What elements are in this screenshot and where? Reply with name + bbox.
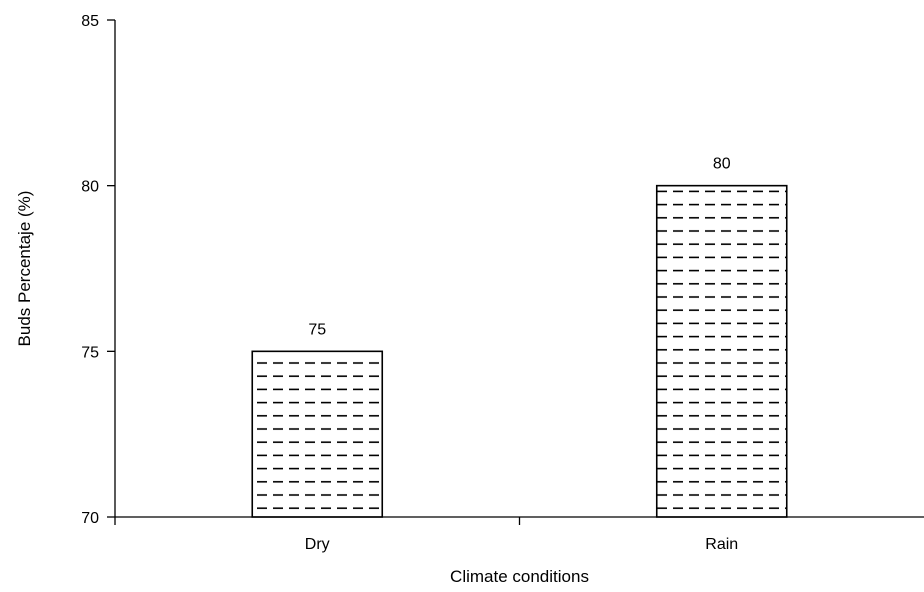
y-tick-label: 70 xyxy=(81,510,99,527)
data-label: 80 xyxy=(713,156,731,173)
y-tick-label: 75 xyxy=(81,344,99,361)
x-tick-label: Rain xyxy=(705,536,738,553)
bar-dry xyxy=(251,350,384,518)
y-tick-label: 85 xyxy=(81,13,99,30)
bars-layer: 75 Dry 80 Rain xyxy=(251,156,788,553)
y-tick-label: 80 xyxy=(81,179,99,196)
data-label: 75 xyxy=(308,321,326,338)
x-tick-label: Dry xyxy=(305,536,330,553)
x-axis-title: Climate conditions xyxy=(450,567,589,586)
axes-layer xyxy=(114,20,924,518)
ticks-layer: 70 75 80 85 xyxy=(81,13,521,527)
y-axis-title: Buds Percentaje (%) xyxy=(15,191,34,347)
labels-layer: Climate conditions Buds Percentaje (%) xyxy=(15,191,589,586)
bar-rain xyxy=(655,184,788,518)
